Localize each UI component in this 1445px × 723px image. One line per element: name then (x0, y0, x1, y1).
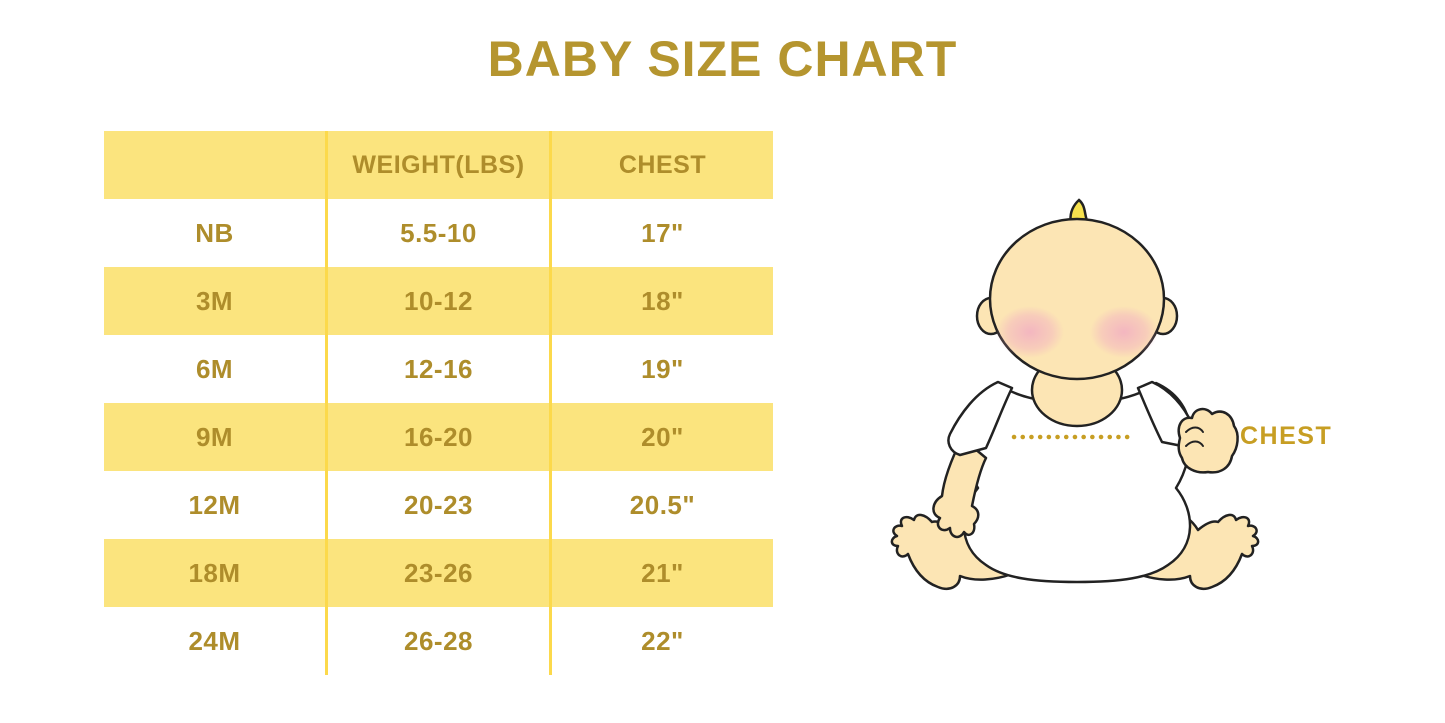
table-row-6m: 6M 12-16 19" (104, 335, 773, 403)
chest-cell: 17" (549, 199, 773, 267)
header-cell-size (104, 131, 325, 199)
table-row-9m: 9M 16-20 20" (104, 403, 773, 471)
chest-cell: 21" (549, 539, 773, 607)
table-row-18m: 18M 23-26 21" (104, 539, 773, 607)
weight-cell: 23-26 (325, 539, 549, 607)
baby-right-fist (1177, 407, 1239, 474)
size-table: WEIGHT(LBS) CHEST NB 5.5-10 17" 3M 10-12… (104, 131, 773, 675)
chest-cell: 19" (549, 335, 773, 403)
weight-cell: 5.5-10 (325, 199, 549, 267)
weight-cell: 26-28 (325, 607, 549, 675)
table-header-row: WEIGHT(LBS) CHEST (104, 131, 773, 199)
table-row-24m: 24M 26-28 22" (104, 607, 773, 675)
header-cell-chest: CHEST (549, 131, 773, 199)
table-row-12m: 12M 20-23 20.5" (104, 471, 773, 539)
weight-cell: 10-12 (325, 267, 549, 335)
baby-left-sleeve (947, 380, 1014, 457)
chest-label: CHEST (1240, 422, 1333, 450)
baby-left-cheek (996, 306, 1064, 358)
weight-cell: 20-23 (325, 471, 549, 539)
size-cell: NB (195, 217, 234, 248)
weight-cell: 12-16 (325, 335, 549, 403)
size-cell: 24M (188, 625, 241, 656)
chest-cell: 18" (549, 267, 773, 335)
size-cell: 3M (195, 285, 234, 316)
page-title: BABY SIZE CHART (487, 31, 958, 87)
chest-cell: 22" (549, 607, 773, 675)
baby-right-cheek (1090, 306, 1158, 358)
weight-cell: 16-20 (325, 403, 549, 471)
header-cell-weight: WEIGHT(LBS) (325, 131, 549, 199)
baby-illustration (890, 198, 1260, 591)
chest-cell: 20" (549, 403, 773, 471)
chest-cell: 20.5" (549, 471, 773, 539)
size-cell: 12M (188, 489, 241, 520)
size-cell: 9M (195, 421, 234, 452)
size-cell: 6M (195, 353, 234, 384)
size-cell: 18M (188, 557, 241, 588)
table-row-3m: 3M 10-12 18" (104, 267, 773, 335)
baby-left-arm (932, 436, 988, 539)
table-row-nb: NB 5.5-10 17" (104, 199, 773, 267)
